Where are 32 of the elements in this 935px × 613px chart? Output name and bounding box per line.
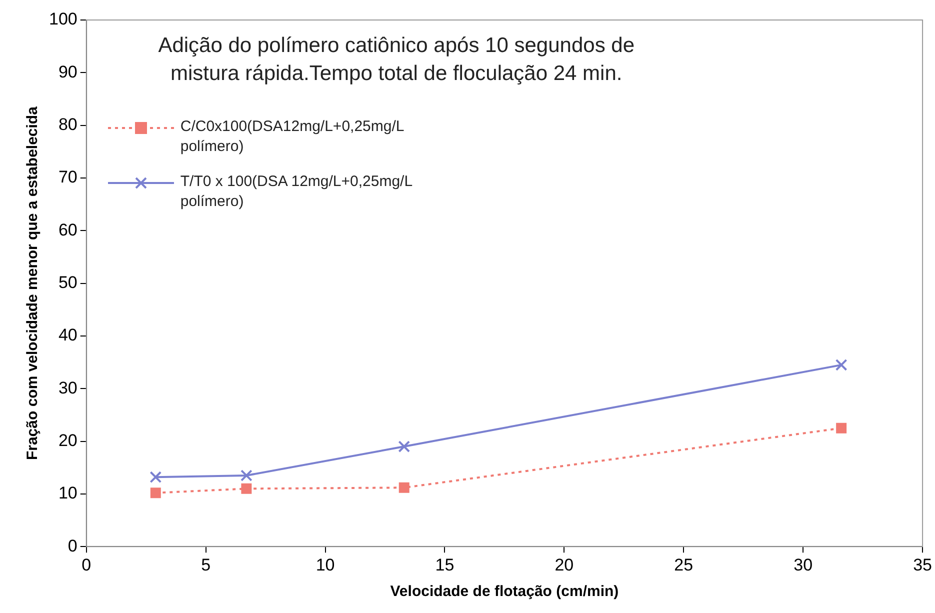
x-tick-label: 30	[794, 555, 813, 574]
point	[241, 483, 252, 494]
y-tick-label: 20	[58, 430, 78, 450]
x-tick-label: 0	[82, 555, 92, 574]
y-tick-label: 40	[58, 326, 78, 345]
point	[836, 422, 847, 434]
y-tick-label: 100	[48, 10, 78, 29]
y-tick-label: 30	[58, 378, 78, 398]
x-tick-label: 5	[201, 555, 211, 574]
y-tick-label: 80	[58, 115, 78, 134]
y-tick-label: 60	[58, 220, 78, 240]
text: Adição do polímero catiônico após 10 segundos de mistura rápida.Tempo total de floculação 24 min.	[157, 33, 636, 87]
y-tick-label: 50	[58, 272, 78, 292]
y-tick-label: 70	[58, 168, 78, 187]
y-tick-label: 90	[58, 62, 78, 82]
legend-label: C/C0x100(DSA12mg/L+0,25mg/L polímero)	[180, 117, 405, 157]
x-tick-label: 35	[913, 555, 932, 574]
y-tick-label: 10	[58, 484, 78, 503]
point	[240, 470, 252, 482]
point	[150, 488, 161, 498]
point	[398, 440, 410, 452]
y-axis-title: Fração com velocidade menor que a estabelecida	[24, 106, 42, 460]
x-tick-label: 10	[316, 555, 335, 574]
x-axis-title: Velocidade de flotação (cm/min)	[390, 583, 619, 600]
point	[150, 471, 162, 484]
legend-label: T/T0 x 100(DSA 12mg/L+0,25mg/L polímero)	[180, 172, 414, 212]
x-tick-label: 25	[674, 555, 694, 574]
x-tick-label: 15	[435, 555, 454, 574]
y-tick-label: 0	[68, 536, 78, 556]
point	[835, 358, 848, 371]
x-tick-label: 20	[554, 555, 574, 574]
point	[398, 482, 410, 493]
